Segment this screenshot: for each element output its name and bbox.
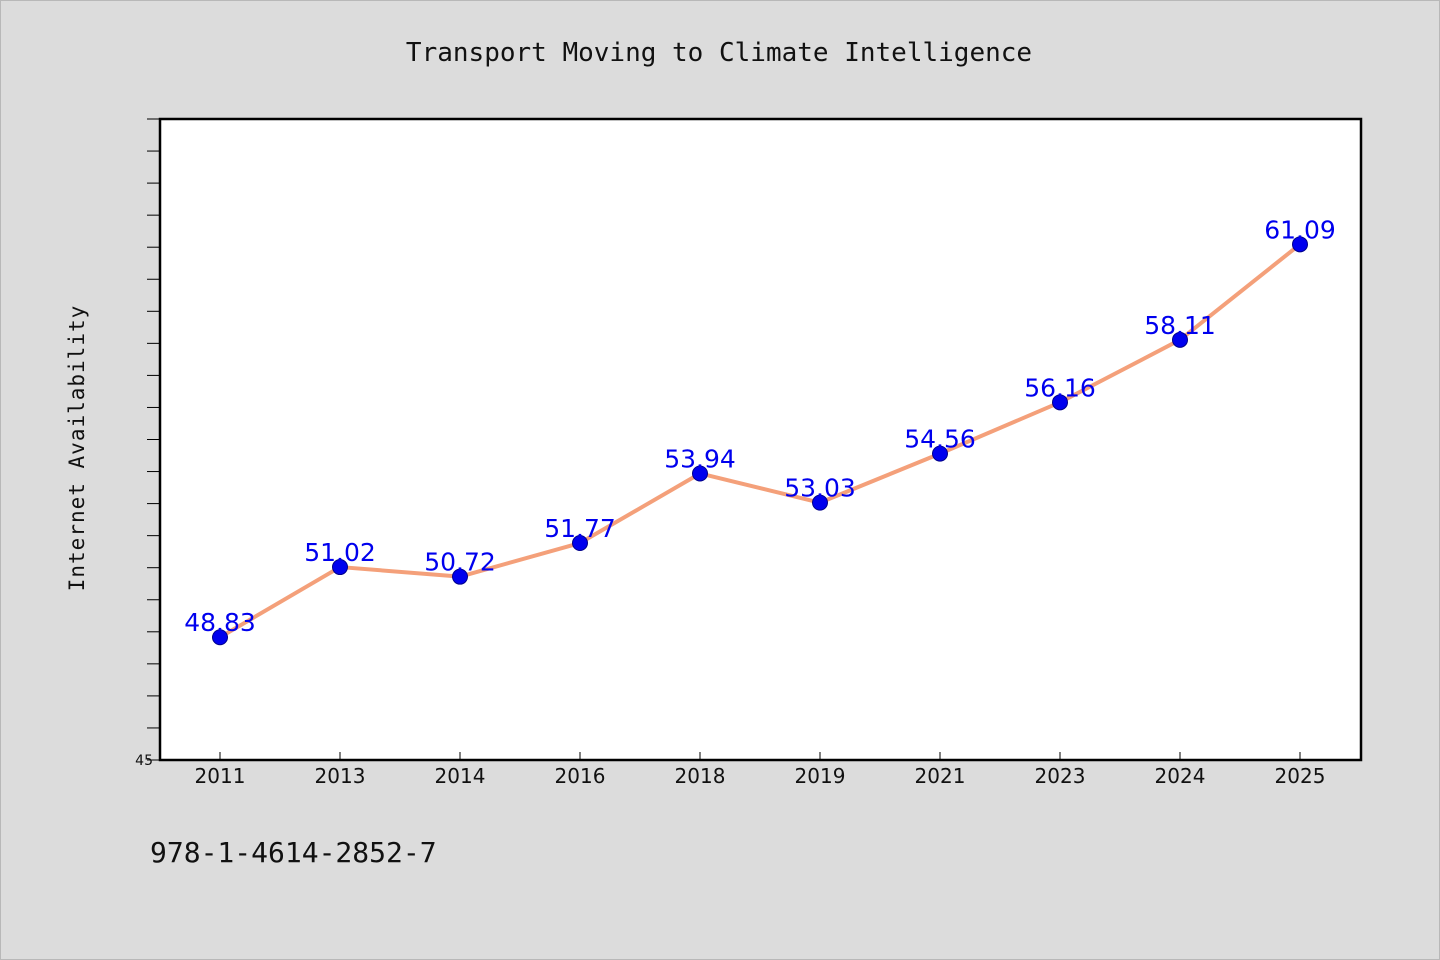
x-tick-label: 2013 <box>315 764 366 788</box>
x-tick-label: 2019 <box>795 764 846 788</box>
data-point <box>332 559 348 576</box>
data-point <box>572 535 588 552</box>
x-tick-label: 2016 <box>555 764 606 788</box>
data-label: 58.11 <box>1144 311 1216 340</box>
data-label: 53.03 <box>784 474 856 503</box>
y-axis-ticks: 45 <box>135 118 159 769</box>
data-point <box>1052 394 1068 411</box>
data-label: 48.83 <box>184 608 256 637</box>
series-line <box>218 242 1302 640</box>
x-tick-label: 2025 <box>1275 764 1326 788</box>
data-label: 51.02 <box>304 538 376 567</box>
y-tick-label: 45 <box>135 753 153 769</box>
chart-title: Transport Moving to Climate Intelligence <box>406 38 1032 68</box>
x-tick-label: 2024 <box>1155 764 1206 788</box>
data-point <box>1172 331 1188 348</box>
data-label: 51.77 <box>544 514 616 543</box>
data-markers <box>212 236 1308 646</box>
x-tick-label: 2021 <box>915 764 966 788</box>
data-label: 53.94 <box>664 444 736 473</box>
data-labels: 48.83 51.02 50.72 51.77 53.94 53.03 54.56 56.16… <box>184 215 1336 637</box>
data-point <box>812 494 828 511</box>
x-tick-label: 2011 <box>195 764 246 788</box>
data-point <box>452 568 468 585</box>
x-tick-label: 2023 <box>1035 764 1086 788</box>
data-point <box>212 629 228 646</box>
data-point <box>1292 236 1308 253</box>
plot-area <box>158 117 1363 762</box>
x-axis-ticks: 2011 2013 2014 2016 2018 2019 2021 2023 2024 2025 <box>195 752 1326 788</box>
isbn-text: 978-1-4614-2852-7 <box>150 836 437 869</box>
series-line-group <box>218 242 1302 640</box>
data-label: 54.56 <box>904 425 976 454</box>
y-axis-label: Internet Availability <box>65 305 89 592</box>
x-tick-label: 2014 <box>435 764 486 788</box>
data-label: 61.09 <box>1264 215 1336 244</box>
x-tick-label: 2018 <box>675 764 726 788</box>
data-label: 56.16 <box>1024 373 1096 402</box>
data-point <box>932 445 948 462</box>
data-point <box>692 465 708 482</box>
data-label: 50.72 <box>424 548 496 577</box>
